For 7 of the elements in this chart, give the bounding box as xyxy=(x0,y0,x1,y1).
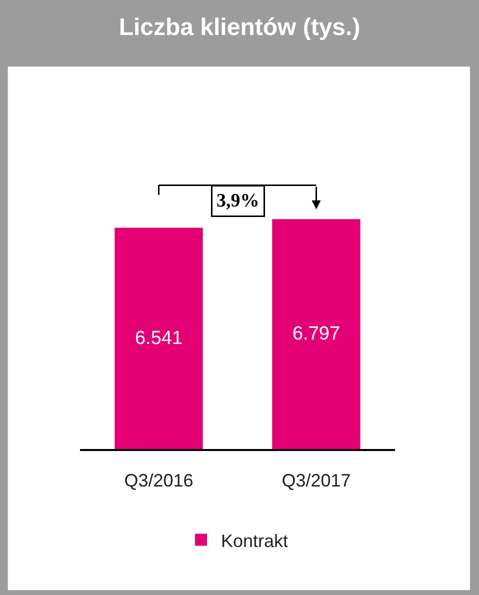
x-tick-label: Q3/2017 xyxy=(282,470,351,490)
data-label: 6.541 xyxy=(134,328,183,349)
data-label: 6.797 xyxy=(292,324,340,345)
text: 3,9% xyxy=(216,190,260,212)
chart-title: Liczba klientów (tys.) xyxy=(118,14,360,42)
legend-label: Kontrakt xyxy=(221,530,288,551)
x-tick-label: Q3/2016 xyxy=(124,470,194,490)
